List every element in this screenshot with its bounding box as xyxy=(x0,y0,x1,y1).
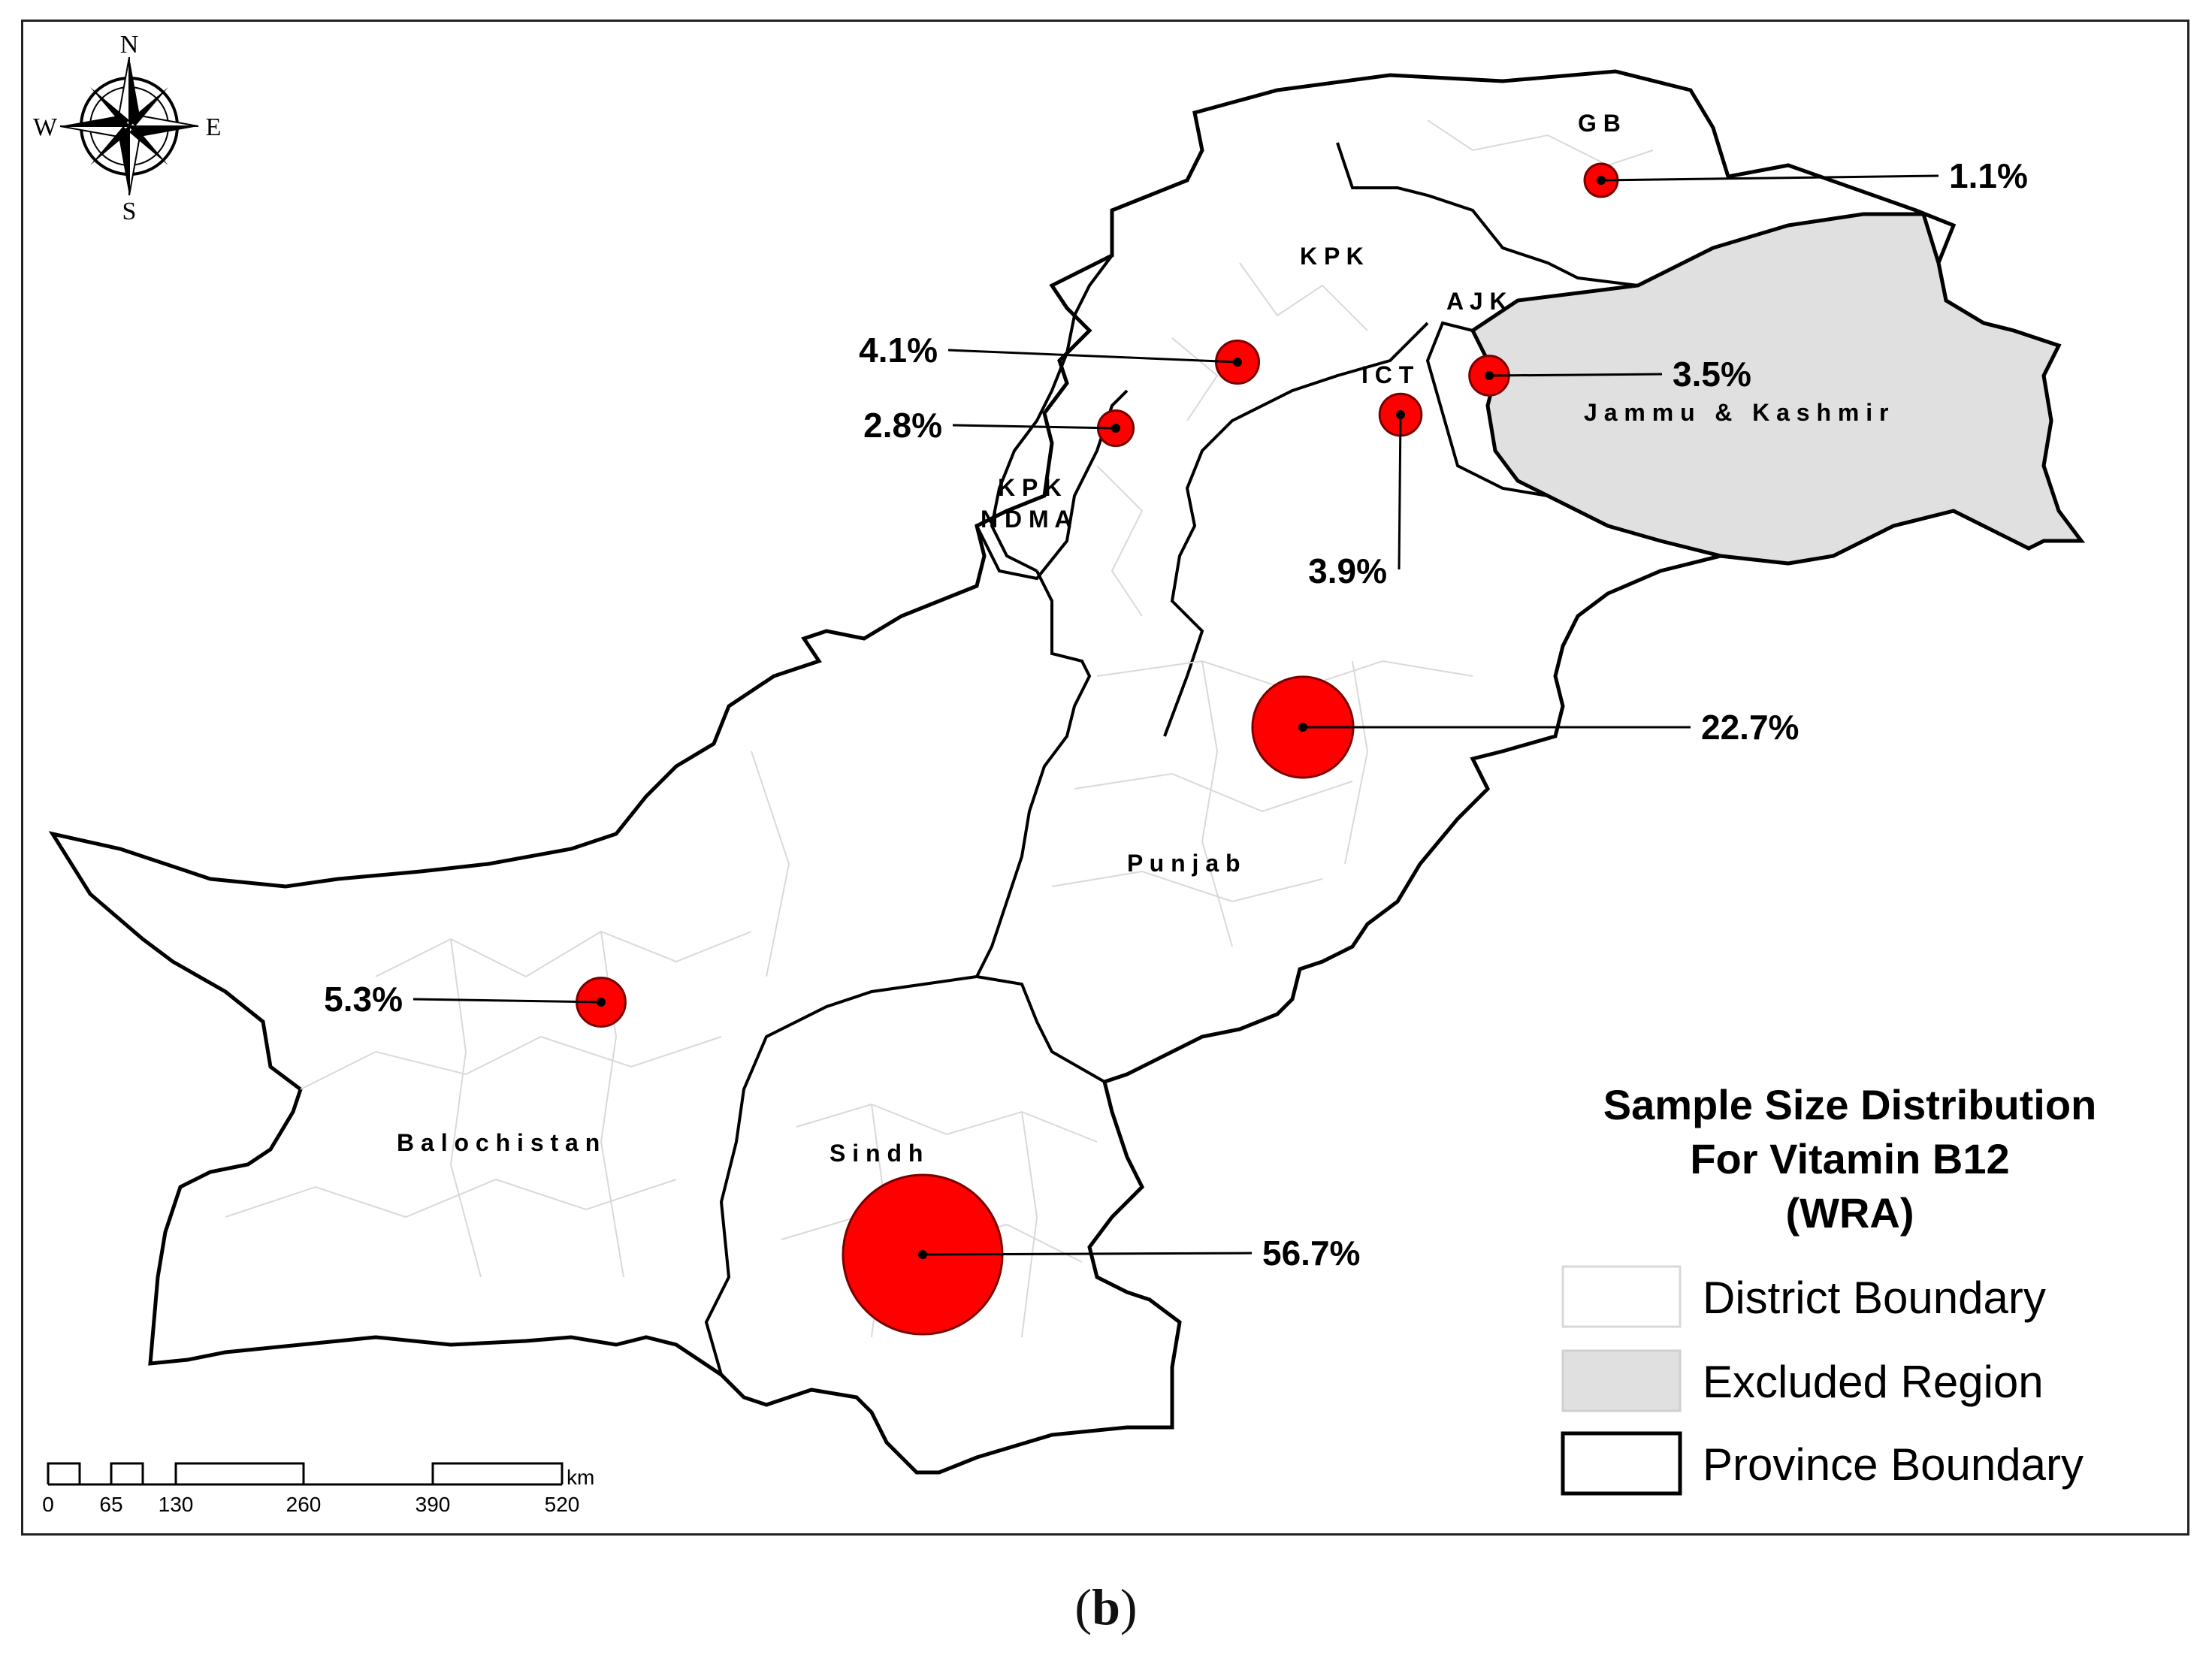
bubble-center-balochistan xyxy=(597,998,606,1007)
scale-tick-390: 390 xyxy=(416,1493,451,1516)
label-punjab: P u n j a b xyxy=(1127,850,1240,877)
value-label-kpk-ndma: 2.8% xyxy=(863,406,942,445)
caption-letter: b xyxy=(1092,1578,1120,1635)
bubble-center-ict xyxy=(1396,410,1405,419)
legend-title-line-1: Sample Size Distribution xyxy=(1603,1081,2097,1128)
value-label-gb: 1.1% xyxy=(1949,156,2028,195)
figure-caption: (b) xyxy=(1074,1578,1138,1635)
scale-tick-130: 130 xyxy=(159,1493,194,1516)
leader-line-ict xyxy=(1398,414,1402,570)
scale-tick-0: 0 xyxy=(42,1493,54,1516)
legend-title-line-2: For Vitamin B12 xyxy=(1690,1135,2009,1182)
scale-tick-260: 260 xyxy=(286,1493,322,1516)
bubble-center-gb xyxy=(1597,176,1606,185)
label-gb: G B xyxy=(1578,110,1621,137)
value-label-sindh: 56.7% xyxy=(1262,1234,1360,1273)
leader-line-balochistan xyxy=(412,998,602,1004)
label-ajk: A J K xyxy=(1446,288,1507,315)
legend-swatch-province xyxy=(1561,1431,1682,1496)
label-sindh: S i n d h xyxy=(830,1140,923,1167)
legend-title-line-3: (WRA) xyxy=(1785,1189,1914,1237)
value-label-balochistan: 5.3% xyxy=(324,980,403,1019)
compass-w: W xyxy=(33,113,58,141)
leader-line-kpk xyxy=(947,349,1238,364)
label-kpk-ndma-2: N D M A xyxy=(981,506,1071,533)
compass-e: E xyxy=(206,113,222,141)
value-label-punjab: 22.7% xyxy=(1701,708,1799,747)
value-label-ajk: 3.5% xyxy=(1673,355,1751,394)
scale-tick-65: 65 xyxy=(99,1493,122,1516)
excluded-region-jammu-kashmir xyxy=(1470,212,2085,566)
scale-unit: km xyxy=(567,1466,594,1489)
scale-bar: km 0 65 130 260 390 520 xyxy=(42,1462,594,1516)
label-jammu-kashmir: J a m m u & K a s h m i r xyxy=(1584,399,1888,426)
label-kpk: K P K xyxy=(1300,243,1364,270)
bubble-center-ajk xyxy=(1485,371,1494,380)
label-kpk-ndma-1: K P K xyxy=(998,474,1062,501)
label-balochistan: B a l o c h i s t a n xyxy=(397,1129,600,1156)
leader-line-kpk-ndma xyxy=(952,424,1117,430)
leader-line-ajk xyxy=(1488,373,1663,377)
legend-swatch-excluded xyxy=(1561,1349,1682,1412)
scale-tick-520: 520 xyxy=(545,1493,580,1516)
region-labels: G B K P K A J K I C T J a m m u & K a s … xyxy=(397,110,1888,1167)
legend-swatch-district xyxy=(1561,1265,1682,1328)
leader-line-gb xyxy=(1600,174,1939,182)
label-ict: I C T xyxy=(1361,361,1414,388)
sample-bubbles: 1.1% 4.1% 2.8% 3.5% 3.9% 22.7% 5.3% 56.7% xyxy=(324,156,2028,1336)
compass-n: N xyxy=(120,31,139,59)
legend-label-province: Province Boundary xyxy=(1703,1439,2084,1490)
bubble-center-kpk xyxy=(1233,358,1242,367)
legend: Sample Size Distribution For Vitamin B12… xyxy=(1561,1081,2097,1496)
value-label-kpk: 4.1% xyxy=(859,331,938,370)
leader-line-sindh xyxy=(922,1252,1253,1256)
bubble-center-punjab xyxy=(1298,723,1307,732)
compass-rose: N S E W xyxy=(33,31,221,225)
bubble-center-kpk-ndma xyxy=(1111,424,1120,433)
legend-label-district: District Boundary xyxy=(1703,1273,2046,1323)
legend-label-excluded: Excluded Region xyxy=(1703,1357,2044,1407)
value-label-ict: 3.9% xyxy=(1308,551,1387,590)
bubble-center-sindh xyxy=(918,1250,927,1259)
compass-s: S xyxy=(122,198,137,225)
